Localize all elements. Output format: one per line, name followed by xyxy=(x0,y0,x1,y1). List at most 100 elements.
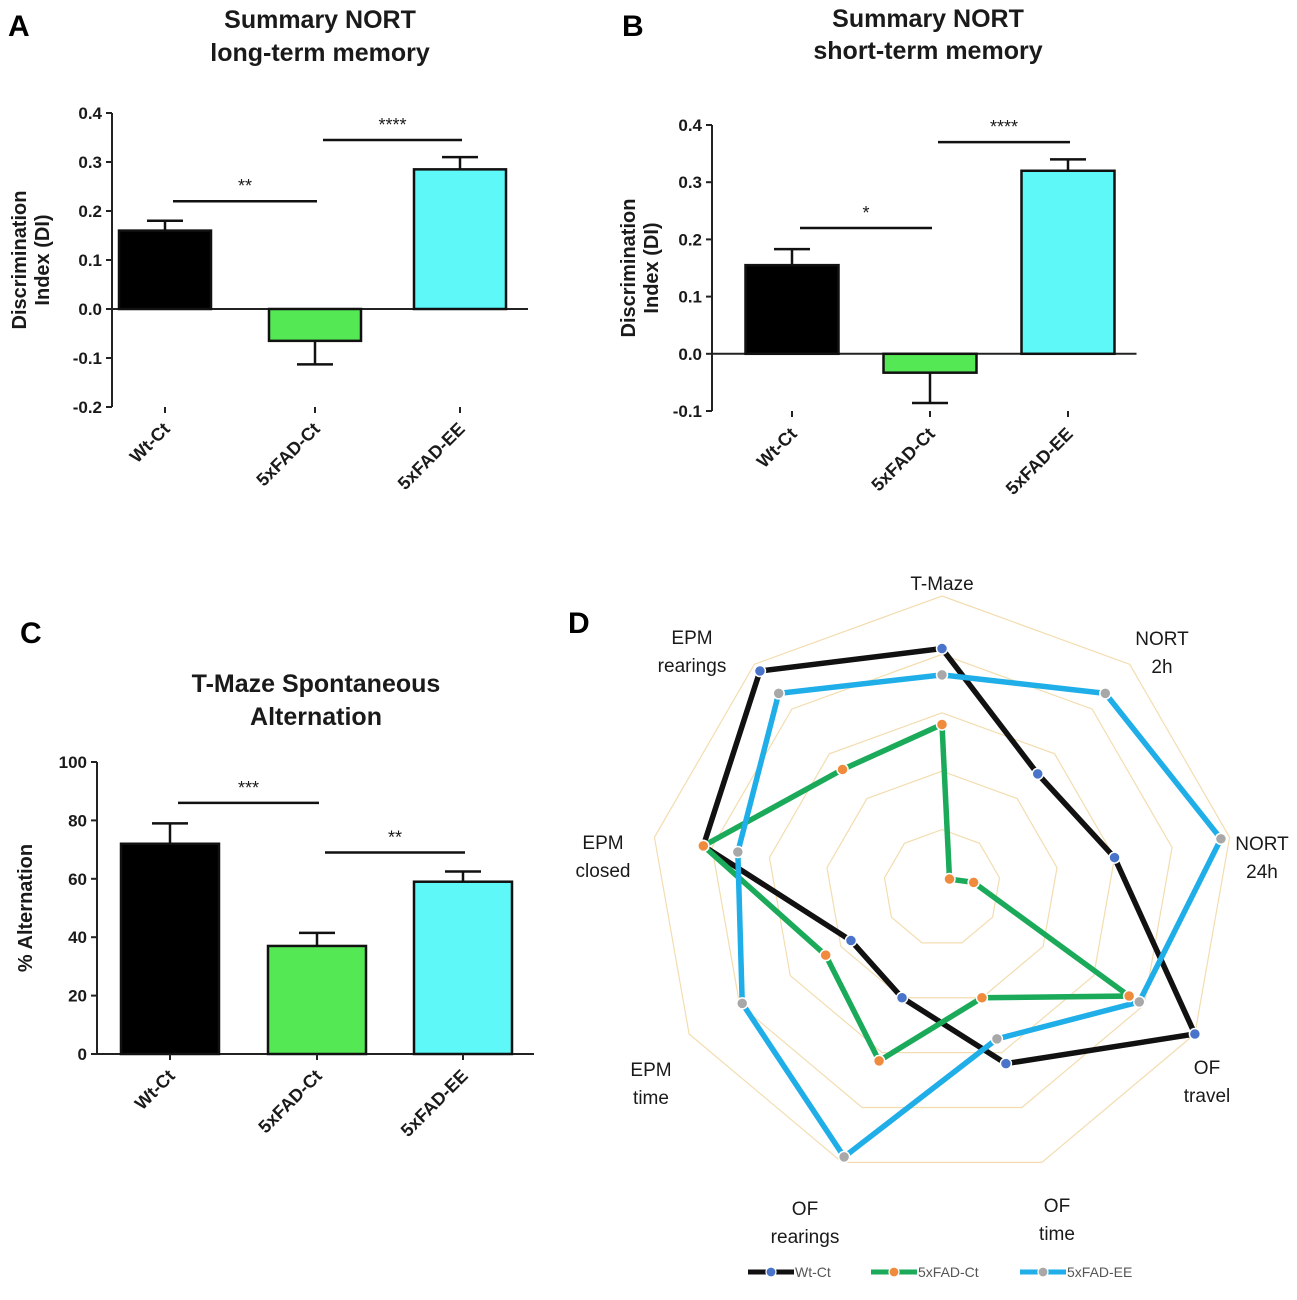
radar-series-wt-ct xyxy=(700,645,1199,1067)
legend-label: 5xFAD-Ct xyxy=(918,1264,979,1280)
panel-letter-a: A xyxy=(8,10,30,43)
chart-c-t-maze-alternation: T-Maze Spontaneous Alternation 0 20 40 60 80 10… xyxy=(15,670,534,1141)
radar-point xyxy=(1122,989,1136,1003)
radar-point xyxy=(1099,687,1112,700)
radar-axis-label: OF xyxy=(1194,1058,1220,1079)
radar-series-5xfad-ee xyxy=(735,672,1225,1161)
bar-5xfad-ee xyxy=(1020,169,1116,356)
radar-point xyxy=(935,642,949,655)
legend-label: 5xFAD-EE xyxy=(1067,1264,1132,1280)
radar-axis-label: EPM xyxy=(582,833,623,854)
radar-ring xyxy=(711,653,1173,1109)
radar-axis-label: T-Maze xyxy=(910,574,973,595)
y-tick-label: 0.0 xyxy=(678,345,702,364)
x-tick-label: Wt-Ct xyxy=(131,1066,179,1114)
x-tick-label: 5xFAD-Ct xyxy=(254,1066,325,1137)
x-tick-label: Wt-Ct xyxy=(753,424,801,472)
significance-label: **** xyxy=(378,115,406,135)
radar-point xyxy=(895,991,909,1005)
y-tick-label: 0.4 xyxy=(678,116,702,135)
radar-axis-label: time xyxy=(1039,1224,1075,1245)
chart-b-discrimination-short-term: Summary NORT short-term memory -0.1 0.0 0.1 0… xyxy=(618,5,1137,499)
radar-axis-label: OF xyxy=(792,1199,818,1220)
chart-title-line: long-term memory xyxy=(210,39,430,67)
radar-axis-label: time xyxy=(633,1088,669,1109)
y-axis-label: Index (DI) xyxy=(641,222,663,313)
y-tick-label: 80 xyxy=(68,811,87,830)
significance-label: * xyxy=(862,203,869,223)
chart-d-radar: T-Maze NORT 2h NORT 24h OF travel OF time OF reari… xyxy=(576,574,1290,1280)
y-tick-label: 40 xyxy=(68,928,87,947)
radar-point xyxy=(819,948,832,962)
radar-point xyxy=(1188,1027,1202,1041)
bar-5xfad-ee xyxy=(412,880,514,1056)
y-tick-label: 0.2 xyxy=(678,230,702,249)
chart-title-line: T-Maze Spontaneous xyxy=(192,670,441,698)
bar-wt-ct xyxy=(119,842,221,1056)
radar-point xyxy=(844,934,858,947)
radar-ring xyxy=(768,712,1116,1054)
radar-ring xyxy=(883,828,1001,944)
x-tick-label: 5xFAD-EE xyxy=(1002,424,1077,499)
radar-axis-label: rearings xyxy=(658,656,727,677)
legend-marker xyxy=(765,1266,777,1278)
radar-point xyxy=(837,1150,851,1164)
radar-point xyxy=(1214,832,1228,846)
y-tick-label: 0.0 xyxy=(78,300,102,319)
y-tick-label: 0.1 xyxy=(678,288,702,307)
chart-title-line: short-term memory xyxy=(813,37,1042,65)
legend-marker xyxy=(1037,1266,1049,1278)
legend-marker xyxy=(888,1266,900,1278)
y-tick-label: -0.1 xyxy=(673,402,702,421)
x-tick-label: 5xFAD-Ct xyxy=(867,424,938,495)
y-axis-label: % Alternation xyxy=(15,844,37,972)
radar-axis-label: rearings xyxy=(771,1227,840,1248)
radar-ring xyxy=(653,595,1231,1163)
radar-point xyxy=(975,991,989,1005)
radar-axis-label: OF xyxy=(1044,1196,1070,1217)
radar-ring xyxy=(826,770,1058,999)
radar-point xyxy=(735,997,749,1010)
y-tick-label: 60 xyxy=(68,870,87,889)
radar-axis-label: travel xyxy=(1184,1086,1230,1107)
significance-label: ** xyxy=(238,176,252,196)
bar-5xfad-ee xyxy=(412,168,508,311)
radar-point xyxy=(836,763,849,776)
radar-axis-label: closed xyxy=(576,861,631,882)
legend-label: Wt-Ct xyxy=(795,1264,831,1280)
chart-title-line: Alternation xyxy=(250,703,382,731)
x-tick-label: 5xFAD-EE xyxy=(394,419,469,494)
y-tick-label: 0.1 xyxy=(78,251,102,270)
radar-series-5xfad-ct xyxy=(698,720,1138,1065)
radar-axis-label: NORT xyxy=(1235,834,1289,855)
chart-title-line: Summary NORT xyxy=(832,5,1024,33)
chart-title-line: Summary NORT xyxy=(224,6,416,34)
significance-label: *** xyxy=(238,778,259,798)
radar-point xyxy=(697,839,710,853)
significance-label: ** xyxy=(388,828,402,848)
y-tick-label: 0.4 xyxy=(78,104,102,123)
x-tick-label: Wt-Ct xyxy=(126,419,174,467)
bar-wt-ct xyxy=(117,229,213,311)
x-tick-label: 5xFAD-EE xyxy=(397,1066,472,1141)
radar-point xyxy=(935,668,949,682)
panel-letter-d: D xyxy=(568,607,590,640)
y-tick-label: -0.1 xyxy=(73,349,102,368)
panel-letter-c: C xyxy=(20,617,42,650)
radar-axis-label: EPM xyxy=(671,628,712,649)
radar-point xyxy=(943,872,956,886)
radar-point xyxy=(967,876,980,889)
significance-label: **** xyxy=(990,117,1018,137)
y-tick-label: 0 xyxy=(78,1045,87,1064)
x-tick-label: 5xFAD-Ct xyxy=(252,419,323,490)
bar-wt-ct xyxy=(744,263,840,356)
radar-point xyxy=(731,845,745,859)
y-tick-label: 100 xyxy=(59,753,87,772)
y-tick-label: 0.2 xyxy=(78,202,102,221)
bar-5xfad-ct xyxy=(267,307,363,343)
y-tick-label: 0.3 xyxy=(78,153,102,172)
y-axis-label: Discrimination xyxy=(618,199,640,338)
radar-axis-label: 2h xyxy=(1151,657,1172,678)
y-tick-label: 0.3 xyxy=(678,173,702,192)
